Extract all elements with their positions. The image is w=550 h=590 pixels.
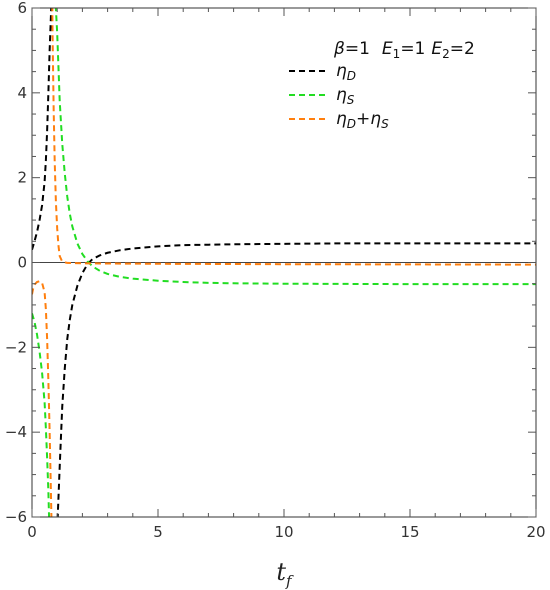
series-line-0-segment-1 [56,242,536,517]
y-tick-label: −6 [5,508,27,526]
y-tick-label: 4 [17,84,27,102]
x-tick-label: 20 [526,523,545,541]
y-tick-label: 0 [17,254,27,272]
y-tick-label: −2 [5,338,27,356]
legend-label-1: ηS [336,85,355,107]
legend-label-0: ηD [336,61,356,83]
series-group [32,8,536,517]
x-tick-label: 5 [153,523,163,541]
series-line-2-segment-0 [32,280,53,517]
y-tick-label: −4 [5,423,27,441]
y-tick-label: 6 [17,0,27,17]
y-tick-label: 2 [17,169,27,187]
series-line-0-segment-0 [32,8,53,251]
x-axis-title: tf [276,558,294,590]
series-line-2-segment-1 [51,8,536,266]
legend-parameters: β=1 E1=1 E2=2 [333,39,475,61]
legend-label-2: ηD+ηS [336,109,389,131]
series-line-1-segment-1 [54,8,536,286]
x-tick-label: 15 [400,523,419,541]
x-tick-label: 0 [27,523,37,541]
series-line-1-segment-0 [32,313,51,517]
x-tick-label: 10 [274,523,293,541]
